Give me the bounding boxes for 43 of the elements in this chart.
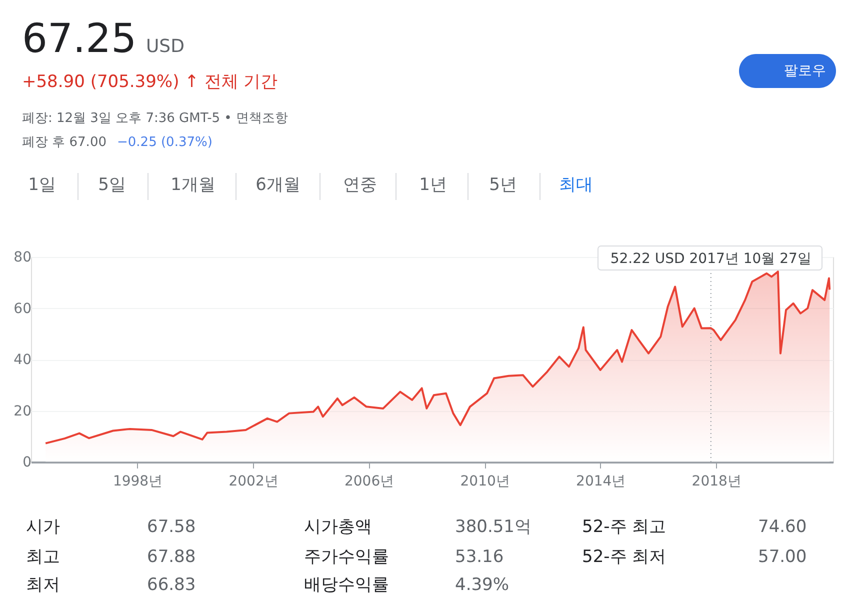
text: 폐장 후 67.00	[22, 135, 106, 150]
text: 67.58	[147, 517, 196, 537]
text: 5일	[98, 175, 126, 195]
x-tick-label: 2014년	[576, 474, 626, 490]
text: −0.25 (0.37%)	[117, 135, 212, 150]
y-tick-label: 0	[22, 454, 32, 470]
text: USD	[146, 36, 184, 57]
x-tick-label: 2018년	[692, 474, 742, 490]
text: 최대	[559, 175, 593, 195]
y-tick-label: 20	[14, 403, 32, 420]
text: 시가	[26, 517, 60, 537]
text: 4.39%	[455, 575, 510, 595]
text: 380.51억	[455, 517, 532, 537]
ref-line-label: 52.22 USD 2017년 10월 27일	[610, 251, 812, 267]
text: 연중	[343, 175, 377, 195]
x-tick-label: 2006년	[344, 474, 394, 490]
x-tick-label: 1998년	[112, 474, 163, 490]
text: 5년	[489, 175, 517, 195]
text: 최저	[26, 575, 60, 595]
chart-subtitle: +58.90 (705.39%) ↑ 전체 기간	[22, 72, 278, 92]
text: 1개월	[170, 175, 216, 195]
text: 주가수익률	[304, 547, 389, 567]
text: 배당수익률	[304, 575, 389, 595]
text: 1년	[419, 175, 447, 195]
text: 1일	[28, 175, 56, 195]
text: 폐장: 12월 3일 오후 7:36 GMT-5 • 면책조항	[22, 111, 288, 126]
y-tick-label: 60	[14, 300, 32, 317]
text: 74.60	[758, 517, 807, 537]
y-tick-label: 40	[14, 352, 32, 368]
chart-title: 67.25	[22, 16, 137, 62]
y-tick-label: 80	[14, 250, 32, 266]
text: 시가총액	[304, 517, 372, 537]
x-tick-label: 2002년	[228, 474, 278, 490]
text: 53.16	[455, 547, 504, 567]
text: 66.83	[147, 575, 196, 595]
text: 52-주 최저	[582, 547, 666, 567]
text: 52-주 최고	[582, 517, 666, 537]
text: 팔로우	[784, 63, 826, 79]
text: 67.88	[147, 547, 196, 567]
text: 57.00	[758, 547, 807, 567]
text: 최고	[26, 547, 60, 567]
x-tick-label: 2010년	[460, 474, 510, 490]
text: 6개월	[256, 175, 300, 195]
